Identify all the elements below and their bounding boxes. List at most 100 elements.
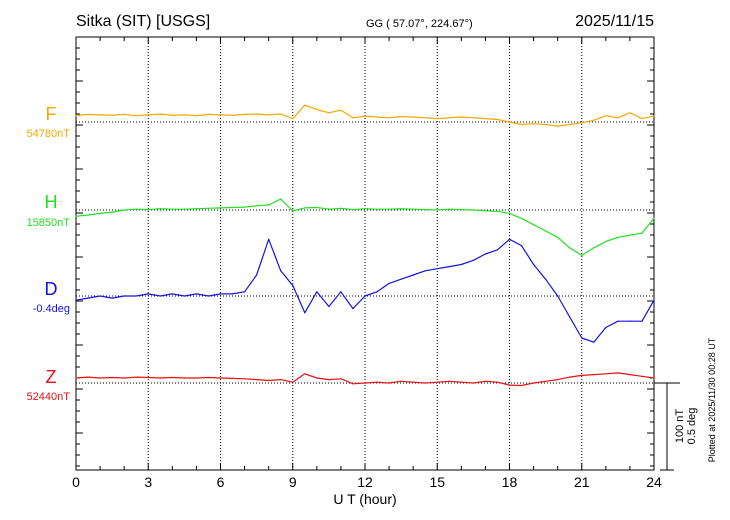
series-f-point bbox=[569, 123, 571, 126]
series-d-point bbox=[135, 295, 137, 297]
series-f-point bbox=[171, 114, 173, 116]
series-z-point bbox=[75, 377, 77, 379]
series-d-point bbox=[593, 341, 595, 343]
series-h-point bbox=[280, 198, 282, 200]
series-d-point bbox=[484, 253, 486, 255]
series-z-point bbox=[617, 372, 619, 374]
series-z-point bbox=[292, 381, 294, 383]
series-z-point bbox=[484, 380, 486, 382]
series-f-point bbox=[412, 116, 414, 118]
series-z-point bbox=[581, 374, 583, 376]
series-h-point bbox=[569, 247, 571, 249]
series-f-point bbox=[545, 123, 547, 126]
series-h-point bbox=[244, 206, 246, 208]
series-f-point bbox=[653, 115, 655, 117]
series-d-point bbox=[316, 291, 318, 293]
series-z-point bbox=[424, 382, 426, 384]
series-h-point bbox=[412, 208, 414, 210]
series-h-point bbox=[207, 207, 210, 209]
series-d-point bbox=[508, 238, 511, 240]
series-z-point bbox=[641, 375, 643, 377]
series-z-point bbox=[593, 374, 595, 376]
series-d-point bbox=[617, 320, 619, 322]
series-z-name: Z bbox=[46, 367, 57, 387]
series-h-point bbox=[605, 240, 607, 243]
series-f-point bbox=[219, 114, 222, 116]
x-tick-label: 21 bbox=[574, 474, 590, 490]
series-h-point bbox=[292, 210, 294, 212]
series-h-point bbox=[171, 208, 173, 210]
series-h-point bbox=[195, 208, 197, 210]
series-h-point bbox=[352, 209, 354, 211]
series-d-point bbox=[581, 337, 583, 339]
series-d-point bbox=[436, 268, 438, 270]
series-f-point bbox=[484, 118, 486, 120]
series-d-point bbox=[605, 326, 607, 329]
x-tick-labels: 0 3 6 9 12 15 18 21 24 bbox=[72, 474, 662, 490]
series-z-point bbox=[605, 373, 607, 375]
series-f-point bbox=[472, 117, 474, 119]
series-f-point bbox=[280, 113, 282, 115]
series-f-point bbox=[75, 115, 77, 117]
series-d-point bbox=[87, 297, 89, 299]
series-f-baseline-value: 54780nT bbox=[27, 128, 71, 140]
series-h-point bbox=[545, 230, 547, 232]
series-h-point bbox=[629, 234, 631, 236]
series-h-point bbox=[111, 211, 113, 213]
series-z-point bbox=[496, 381, 499, 383]
series-z-point bbox=[231, 377, 234, 379]
series-z-point bbox=[653, 377, 655, 379]
series-h-point bbox=[520, 217, 523, 219]
series-h-point bbox=[460, 209, 462, 211]
series-z-point bbox=[219, 377, 222, 379]
series-f-point bbox=[183, 114, 185, 116]
series-z-point bbox=[472, 382, 474, 384]
series-h-point bbox=[183, 208, 185, 210]
series-z-point bbox=[280, 379, 282, 381]
series-f-point bbox=[340, 109, 342, 111]
series-d-point bbox=[183, 295, 185, 297]
series-d-point bbox=[412, 274, 414, 276]
series-d-point bbox=[280, 270, 282, 272]
series-d-name: D bbox=[45, 279, 58, 299]
series-h-point bbox=[135, 208, 137, 210]
series-z-point bbox=[557, 379, 559, 381]
series-z-baseline-value: 52440nT bbox=[27, 391, 71, 403]
series-d-point bbox=[195, 293, 197, 295]
series-d-point bbox=[256, 274, 258, 276]
series-f-point bbox=[520, 123, 523, 126]
series-h-point bbox=[448, 208, 450, 210]
series-f-point bbox=[352, 117, 354, 119]
series-z-point bbox=[123, 377, 125, 379]
series-f-point bbox=[268, 114, 270, 116]
series-h-point bbox=[268, 204, 270, 206]
series-d-point bbox=[520, 245, 523, 247]
series-f-point bbox=[460, 116, 462, 118]
series-d-point bbox=[557, 295, 559, 297]
series-d-point bbox=[364, 295, 366, 297]
series-h-line bbox=[75, 198, 655, 256]
series-h-point bbox=[304, 207, 306, 209]
series-group bbox=[75, 104, 655, 387]
series-f-point bbox=[557, 125, 559, 127]
series-h-point bbox=[484, 210, 486, 212]
series-h-point bbox=[557, 236, 559, 238]
series-d-point bbox=[147, 293, 149, 295]
series-d-baseline-value: -0.4deg bbox=[33, 303, 70, 315]
series-d-point bbox=[207, 295, 210, 297]
series-z-point bbox=[400, 380, 402, 382]
series-d-point bbox=[545, 278, 547, 280]
series-d-line bbox=[75, 238, 655, 343]
series-labels: F 54780nT H 15850nT D -0.4deg Z 52440nT bbox=[27, 104, 71, 403]
series-f-point bbox=[641, 118, 643, 120]
series-z-point bbox=[533, 382, 535, 384]
series-f-point bbox=[316, 108, 318, 110]
series-d-point bbox=[244, 291, 246, 293]
series-z-point bbox=[316, 377, 318, 379]
series-f-point bbox=[195, 115, 197, 117]
scale-label-nt: 100 nT bbox=[674, 409, 686, 444]
series-z-point bbox=[376, 381, 378, 383]
series-f-point bbox=[304, 104, 306, 106]
series-f-point bbox=[593, 119, 595, 121]
series-h-point bbox=[87, 214, 89, 216]
